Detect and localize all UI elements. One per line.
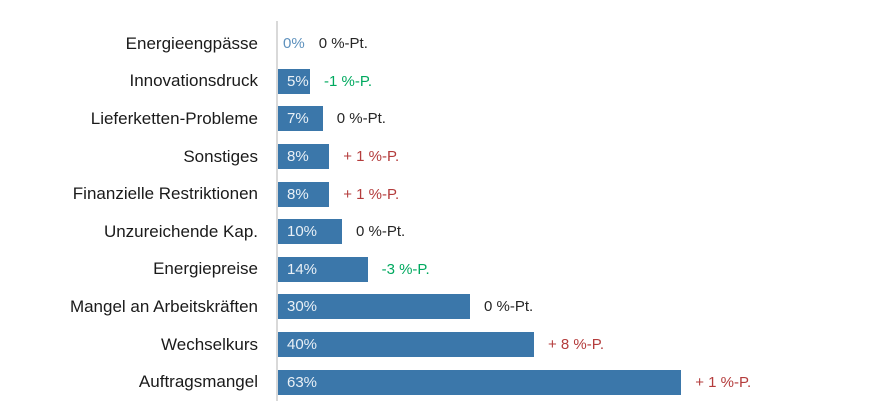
plot-area: 0% 0 %-Pt. <box>278 25 879 63</box>
value-label: 40% <box>287 336 318 354</box>
plot-area: 10% 0 %-Pt. <box>278 213 879 251</box>
plot-area: 14% -3 %-P. <box>278 251 879 289</box>
chart-row: Wechselkurs 40% + 8 %-P. <box>0 326 879 364</box>
plot-area: 63% + 1 %-P. <box>278 363 879 401</box>
plot-area: 8% + 1 %-P. <box>278 175 879 213</box>
chart-row: Auftragsmangel 63% + 1 %-P. <box>0 363 879 401</box>
category-label: Sonstiges <box>183 146 258 166</box>
chart-row: Sonstiges 8% + 1 %-P. <box>0 138 879 176</box>
plot-area: 40% + 8 %-P. <box>278 326 879 364</box>
diff-label: 0 %-Pt. <box>356 223 406 241</box>
bar: 8% <box>278 181 330 207</box>
category-label: Auftragsmangel <box>138 372 258 392</box>
value-label: 0% <box>283 35 305 53</box>
category-label: Finanzielle Restriktionen <box>72 184 258 204</box>
plot-area: 7% 0 %-Pt. <box>278 100 879 138</box>
bar: 10% <box>278 219 342 245</box>
value-label: 30% <box>287 298 318 316</box>
plot-area: 30% 0 %-Pt. <box>278 288 879 326</box>
bar: 5% <box>278 68 310 94</box>
category-label: Unzureichende Kap. <box>103 221 258 241</box>
value-label: 8% <box>287 185 309 203</box>
bar: 63% <box>278 369 682 395</box>
chart-row: Finanzielle Restriktionen 8% + 1 %-P. <box>0 175 879 213</box>
diff-label: -1 %-P. <box>324 72 373 90</box>
diff-label: + 1 %-P. <box>695 373 752 391</box>
y-axis-line <box>276 21 278 401</box>
value-label: 8% <box>287 148 309 166</box>
diff-label: + 1 %-P. <box>343 185 400 203</box>
bar: 8% <box>278 144 330 170</box>
diff-label: + 8 %-P. <box>548 336 605 354</box>
chart-row: Mangel an Arbeitskräften 30% 0 %-Pt. <box>0 288 879 326</box>
chart-row: Lieferketten-Probleme 7% 0 %-Pt. <box>0 100 879 138</box>
category-label: Mangel an Arbeitskräften <box>69 296 258 316</box>
value-label: 14% <box>287 260 318 278</box>
bar: 30% <box>278 294 470 320</box>
value-label: 7% <box>287 110 309 128</box>
diff-label: + 1 %-P. <box>343 148 400 166</box>
chart-row: Energieengpässe 0% 0 %-Pt. <box>0 25 879 63</box>
bar: 7% <box>278 106 323 132</box>
value-label: 63% <box>287 373 318 391</box>
plot-area: 8% + 1 %-P. <box>278 138 879 176</box>
category-label: Energiepreise <box>153 259 258 279</box>
chart-row: Innovationsdruck 5% -1 %-P. <box>0 63 879 101</box>
bar-chart: Energieengpässe 0% 0 %-Pt. Innovationsdr… <box>0 21 879 401</box>
category-label: Wechselkurs <box>161 334 258 354</box>
plot-area: 5% -1 %-P. <box>278 63 879 101</box>
diff-label: 0 %-Pt. <box>318 35 368 53</box>
value-label: 10% <box>287 223 318 241</box>
chart-rows: Energieengpässe 0% 0 %-Pt. Innovationsdr… <box>0 21 879 401</box>
bar: 14% <box>278 256 368 282</box>
value-label: 5% <box>287 72 309 90</box>
bar: 40% <box>278 332 534 358</box>
diff-label: 0 %-Pt. <box>336 110 386 128</box>
diff-label: -3 %-P. <box>381 260 430 278</box>
chart-row: Energiepreise 14% -3 %-P. <box>0 251 879 289</box>
diff-label: 0 %-Pt. <box>484 298 534 316</box>
category-label: Energieengpässe <box>125 33 258 53</box>
category-label: Innovationsdruck <box>129 71 258 91</box>
chart-row: Unzureichende Kap. 10% 0 %-Pt. <box>0 213 879 251</box>
bar: 0% <box>278 31 305 56</box>
category-label: Lieferketten-Probleme <box>90 108 258 128</box>
